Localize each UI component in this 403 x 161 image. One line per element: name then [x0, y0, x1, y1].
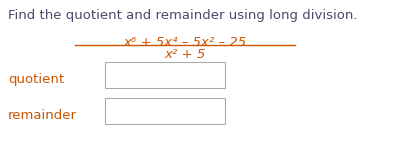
- Text: remainder: remainder: [8, 109, 77, 122]
- Text: x² + 5: x² + 5: [164, 48, 206, 61]
- Bar: [105, 98, 225, 124]
- Text: x⁶ + 5x⁴ – 5x² – 25: x⁶ + 5x⁴ – 5x² – 25: [123, 36, 247, 49]
- Bar: [105, 62, 225, 88]
- Text: Find the quotient and remainder using long division.: Find the quotient and remainder using lo…: [8, 9, 357, 22]
- Text: quotient: quotient: [8, 73, 64, 86]
